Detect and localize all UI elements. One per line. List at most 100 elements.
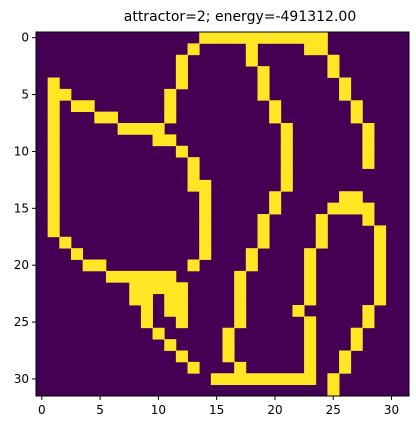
heatmap-cell [304,339,317,351]
heatmap-cell [164,293,177,306]
heatmap-cell [164,305,177,317]
heatmap-cell [269,191,282,204]
heatmap-cell [164,282,177,295]
heatmap-cell [304,293,317,306]
heatmap-cell [292,305,305,317]
heatmap-cell [362,305,375,317]
heatmap-cell [362,202,375,215]
heatmap-cell [280,179,293,192]
heatmap-cell [129,123,142,135]
heatmap-cell [374,248,387,260]
heatmap-cell [292,32,305,44]
heatmap-cell [280,373,293,386]
y-tick-label: 20 [14,258,29,272]
heatmap-cell [315,236,328,249]
heatmap-cell [280,123,293,135]
heatmap-cell [105,111,118,124]
heatmap-cell [129,293,142,306]
heatmap-cell [362,123,375,135]
y-tick-label: 25 [14,315,29,329]
heatmap-cell [47,168,60,181]
y-tick-label: 5 [21,88,29,102]
heatmap-cell [222,327,235,340]
plot-frame [35,31,410,397]
heatmap-cell [222,373,235,386]
heatmap-cell [199,32,212,44]
heatmap-cell [304,350,317,363]
heatmap-cell [327,66,340,78]
heatmap-cell [47,77,60,90]
heatmap-cell [164,339,177,351]
heatmap-cell [187,157,200,169]
heatmap-cell [187,179,200,192]
heatmap-cell [199,248,212,260]
heatmap-cell [350,111,363,124]
heatmap-cell [199,225,212,238]
heatmap-cell [140,305,153,317]
heatmap-cell [304,373,317,386]
heatmap-cell [304,327,317,340]
heatmap-cell [152,270,165,283]
heatmap-cell [94,259,107,272]
heatmap-cell [245,32,258,44]
heatmap-cell [210,32,223,44]
heatmap-cell [374,282,387,295]
heatmap-cell [152,327,165,340]
heatmap-cell [257,77,270,90]
heatmap-cell [280,157,293,169]
heatmap-cell [374,270,387,283]
heatmap-cell [47,202,60,215]
heatmap-cell [304,43,317,56]
heatmap-cell [315,225,328,238]
heatmap-cell [350,100,363,113]
heatmap-cell [315,214,328,226]
heatmap-cell [339,191,352,204]
heatmap-cell [47,179,60,192]
heatmap-cell [152,123,165,135]
heatmap-cell [175,66,188,78]
heatmap-cells [36,32,409,397]
heatmap-cell [269,373,282,386]
heatmap-cell [70,100,84,113]
heatmap-cell [129,282,142,295]
heatmap-cell [245,259,258,272]
heatmap-cell [199,191,212,204]
heatmap-cell [59,88,72,101]
heatmap-cell [304,32,317,44]
heatmap-cell [315,32,328,44]
heatmap-cell [374,225,387,238]
heatmap-cell [164,100,177,113]
heatmap-cell [374,259,387,272]
y-tick-label: 0 [21,31,29,45]
heatmap-cell [47,123,60,135]
heatmap-cell [234,282,247,295]
heatmap-cell [175,282,188,295]
heatmap-cell [269,202,282,215]
heatmap-cell [327,373,340,386]
heatmap-cell [164,270,177,283]
heatmap-cell [269,100,282,113]
heatmap-cell [362,214,375,226]
heatmap-cell [199,179,212,192]
heatmap-cell [362,145,375,158]
heatmap-cell [304,248,317,260]
heatmap-cell [105,270,118,283]
chart-title: attractor=2; energy=-491312.00 [124,9,356,25]
heatmap-cell [339,361,352,374]
heatmap-cell [327,54,340,67]
heatmap-cell [175,316,188,329]
heatmap-cell [362,157,375,169]
heatmap-cell [47,225,60,238]
heatmap-cell [47,157,60,169]
heatmap-cell [222,32,235,44]
heatmap-cell [140,282,153,295]
heatmap-cell [292,373,305,386]
heatmap-cell [362,134,375,147]
x-axis: 0 5 10 15 20 25 30 [38,396,399,417]
x-tick-label: 25 [326,403,341,417]
heatmap-cell [175,54,188,67]
heatmap-cell [164,134,177,147]
heatmap-cell [234,373,247,386]
heatmap-cell [374,293,387,306]
